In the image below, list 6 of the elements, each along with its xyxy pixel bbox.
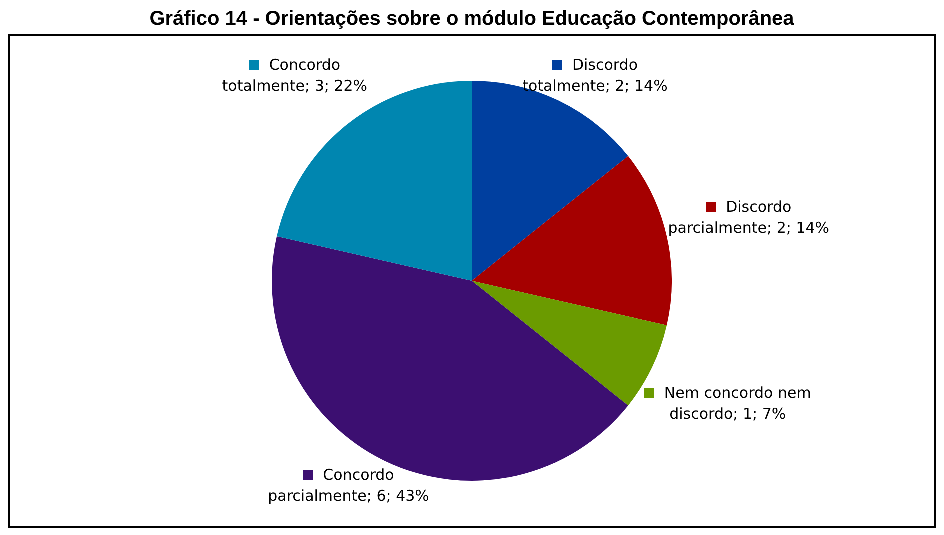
- legend-label: Nem concordo nem discordo; 1; 7%: [664, 384, 812, 424]
- legend-label: Concordo totalmente; 3; 22%: [222, 56, 368, 95]
- legend-label: Discordo parcialmente; 2; 14%: [668, 198, 830, 237]
- legend-label: Discordo totalmente; 2; 14%: [522, 56, 668, 95]
- legend-label: Concordo parcialmente; 6; 43%: [268, 466, 430, 505]
- chart-title: Gráfico 14 - Orientações sobre o módulo Educação Contemporânea: [148, 8, 796, 32]
